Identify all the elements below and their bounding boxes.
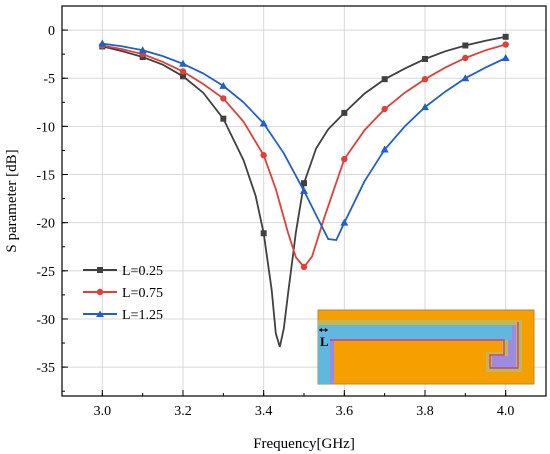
x-tick-label: 3.2 [174,404,192,419]
y-tick-label: -30 [36,313,55,328]
data-point-1 [462,54,469,62]
legend-item-l125: L=1.25 [83,308,163,323]
legend: L=0.25 L=0.75 L=1.25 [83,264,163,323]
y-tick-label: 0 [48,24,55,39]
inset-arrow-left [319,328,322,332]
x-axis-label: Frequency[GHz] [253,436,355,452]
x-tick-label: 4.0 [497,404,515,419]
legend-label-l025: L=0.25 [122,264,163,279]
x-tick-label: 3.4 [255,404,273,419]
legend-label-l075: L=0.75 [122,286,163,301]
data-point-1 [421,75,429,83]
inset-edge-line [330,322,519,369]
plot-series [98,33,510,348]
data-point-1 [341,155,348,163]
data-point-2 [98,39,107,47]
inset-dimension-label: L [320,334,329,349]
data-point-2 [138,46,147,54]
legend-item-l025: L=0.25 [83,264,163,279]
y-tick-label: -25 [36,265,55,280]
data-point-0 [381,76,388,83]
series-line-2 [102,42,507,241]
data-point-0 [422,55,428,62]
data-point-2 [380,145,389,153]
data-point-0 [260,230,267,237]
data-point-1 [260,152,267,159]
inset-antenna-figure: L [317,309,535,385]
axis-ticks: 3.0 3.2 3.4 3.6 3.8 4.0 0 -5 -10 -15 -20 -25 -30 -35 [36,5,547,419]
data-point-2 [461,74,470,82]
data-point-1 [502,41,509,48]
data-point-0 [462,42,469,49]
data-point-0 [502,33,509,40]
data-point-2 [421,103,429,111]
series-line-0 [102,35,506,348]
y-tick-label: -5 [43,72,55,87]
y-tick-label: -15 [36,169,55,184]
data-point-0 [180,73,186,80]
data-point-0 [301,180,307,187]
y-axis-label: S parameter [dB] [4,149,20,252]
data-point-0 [341,109,348,116]
data-point-1 [220,95,227,102]
series-line-1 [102,43,506,269]
data-point-1 [381,105,388,113]
y-tick-label: -20 [36,217,55,232]
y-tick-label: -10 [36,120,55,135]
data-point-2 [259,119,268,127]
data-point-2 [179,59,187,67]
legend-label-l125: L=1.25 [122,308,163,323]
data-point-1 [300,263,308,271]
x-tick-label: 3.0 [94,404,112,419]
data-point-2 [219,81,228,89]
x-tick-label: 3.6 [336,404,354,419]
data-point-1 [179,68,187,75]
data-point-2 [340,218,349,226]
inset-arrow-right [325,328,328,332]
data-point-2 [300,186,308,194]
x-tick-label: 3.8 [416,404,434,419]
legend-item-l075: L=0.75 [83,286,163,301]
data-point-2 [501,54,510,61]
data-point-0 [220,115,227,122]
y-tick-label: -35 [36,361,55,376]
